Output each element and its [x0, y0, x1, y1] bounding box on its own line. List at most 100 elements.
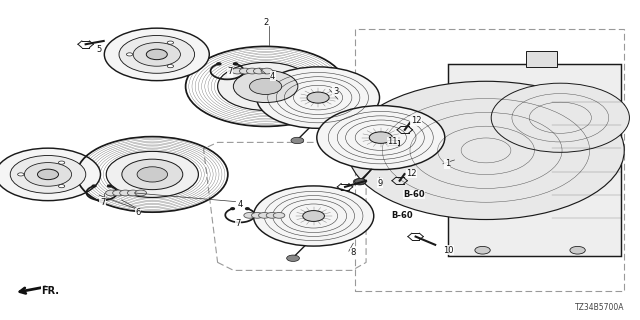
Circle shape	[0, 148, 100, 201]
Circle shape	[353, 179, 366, 185]
Line: 2 pts: 2 pts	[349, 184, 353, 187]
Point	[393, 128, 401, 132]
Line: 2 pts: 2 pts	[408, 233, 412, 236]
Circle shape	[253, 186, 374, 246]
Line: 2 pts: 2 pts	[362, 170, 371, 179]
Point	[328, 214, 335, 218]
Point	[95, 193, 103, 197]
Point	[404, 131, 412, 135]
Point	[86, 46, 93, 50]
Point	[86, 39, 93, 43]
Bar	[526, 51, 557, 67]
Line: 2 pts: 2 pts	[374, 129, 388, 147]
Line: 2 pts: 2 pts	[337, 184, 341, 187]
Line: 2 pts: 2 pts	[330, 90, 338, 99]
Point	[332, 92, 339, 96]
Point	[406, 121, 413, 125]
Text: 12: 12	[411, 116, 421, 125]
Circle shape	[106, 190, 117, 196]
Point	[337, 188, 345, 192]
Point	[406, 122, 413, 126]
Point	[358, 136, 365, 140]
Point	[364, 142, 371, 146]
Point	[359, 132, 367, 136]
Point	[404, 124, 412, 128]
Point	[358, 177, 365, 181]
Text: B-60: B-60	[403, 190, 425, 199]
Point	[415, 231, 423, 235]
Point	[291, 254, 299, 258]
Circle shape	[106, 151, 198, 197]
Text: 11: 11	[387, 137, 397, 146]
Point	[548, 100, 556, 104]
Point	[408, 128, 416, 132]
Line: 2 pts: 2 pts	[403, 181, 407, 184]
Circle shape	[119, 36, 195, 73]
Line: 2 pts: 2 pts	[367, 131, 394, 144]
Point	[404, 131, 412, 135]
Point	[375, 175, 383, 179]
Circle shape	[273, 212, 285, 218]
Line: 2 pts: 2 pts	[397, 130, 401, 133]
Point	[297, 208, 305, 212]
Point	[78, 39, 86, 43]
Line: 2 pts: 2 pts	[90, 41, 93, 44]
Text: 7: 7	[100, 198, 105, 207]
Point	[548, 193, 556, 196]
Line: 2 pts: 2 pts	[301, 210, 326, 222]
Line: 2 pts: 2 pts	[307, 208, 321, 224]
Point	[333, 185, 341, 189]
Circle shape	[570, 246, 585, 254]
Line: 2 pts: 2 pts	[399, 174, 404, 181]
Point	[401, 172, 408, 176]
Point	[415, 238, 423, 242]
Circle shape	[317, 106, 445, 170]
Point	[262, 72, 269, 76]
Line: 2 pts: 2 pts	[443, 160, 454, 164]
Circle shape	[307, 92, 329, 103]
Text: 7: 7	[227, 68, 232, 76]
Line: 2 pts: 2 pts	[297, 212, 330, 220]
Point	[78, 46, 86, 50]
Point	[419, 235, 427, 238]
Point	[377, 145, 385, 149]
Text: 9: 9	[378, 179, 383, 188]
Point	[86, 39, 93, 43]
Point	[377, 126, 385, 130]
Line: 2 pts: 2 pts	[300, 128, 309, 138]
Line: 2 pts: 2 pts	[387, 142, 392, 143]
Line: 2 pts: 2 pts	[392, 177, 396, 181]
Point	[327, 89, 335, 93]
Point	[337, 182, 345, 186]
Circle shape	[113, 190, 124, 196]
Circle shape	[234, 70, 298, 102]
Point	[388, 179, 396, 183]
Point	[293, 211, 301, 214]
Point	[617, 124, 625, 127]
Circle shape	[239, 68, 251, 74]
Circle shape	[252, 212, 263, 218]
Line: 2 pts: 2 pts	[363, 134, 399, 141]
Point	[390, 142, 398, 146]
Text: 8: 8	[351, 248, 356, 257]
Circle shape	[167, 65, 173, 68]
Point	[100, 39, 108, 43]
Point	[388, 140, 396, 144]
Point	[401, 128, 408, 132]
Point	[307, 104, 315, 108]
Point	[345, 188, 353, 192]
Point	[296, 136, 303, 140]
Text: 2: 2	[264, 18, 269, 27]
Point	[399, 175, 407, 179]
Point	[406, 120, 413, 124]
Line: 2 pts: 2 pts	[397, 126, 401, 130]
Line: 2 pts: 2 pts	[337, 187, 341, 190]
Line: 2 pts: 2 pts	[295, 246, 305, 256]
Point	[345, 182, 353, 186]
Circle shape	[38, 169, 58, 180]
Point	[137, 209, 145, 212]
Point	[78, 39, 86, 43]
Line: 2 pts: 2 pts	[367, 131, 394, 144]
Line: 2 pts: 2 pts	[305, 91, 331, 104]
Point	[349, 241, 357, 245]
